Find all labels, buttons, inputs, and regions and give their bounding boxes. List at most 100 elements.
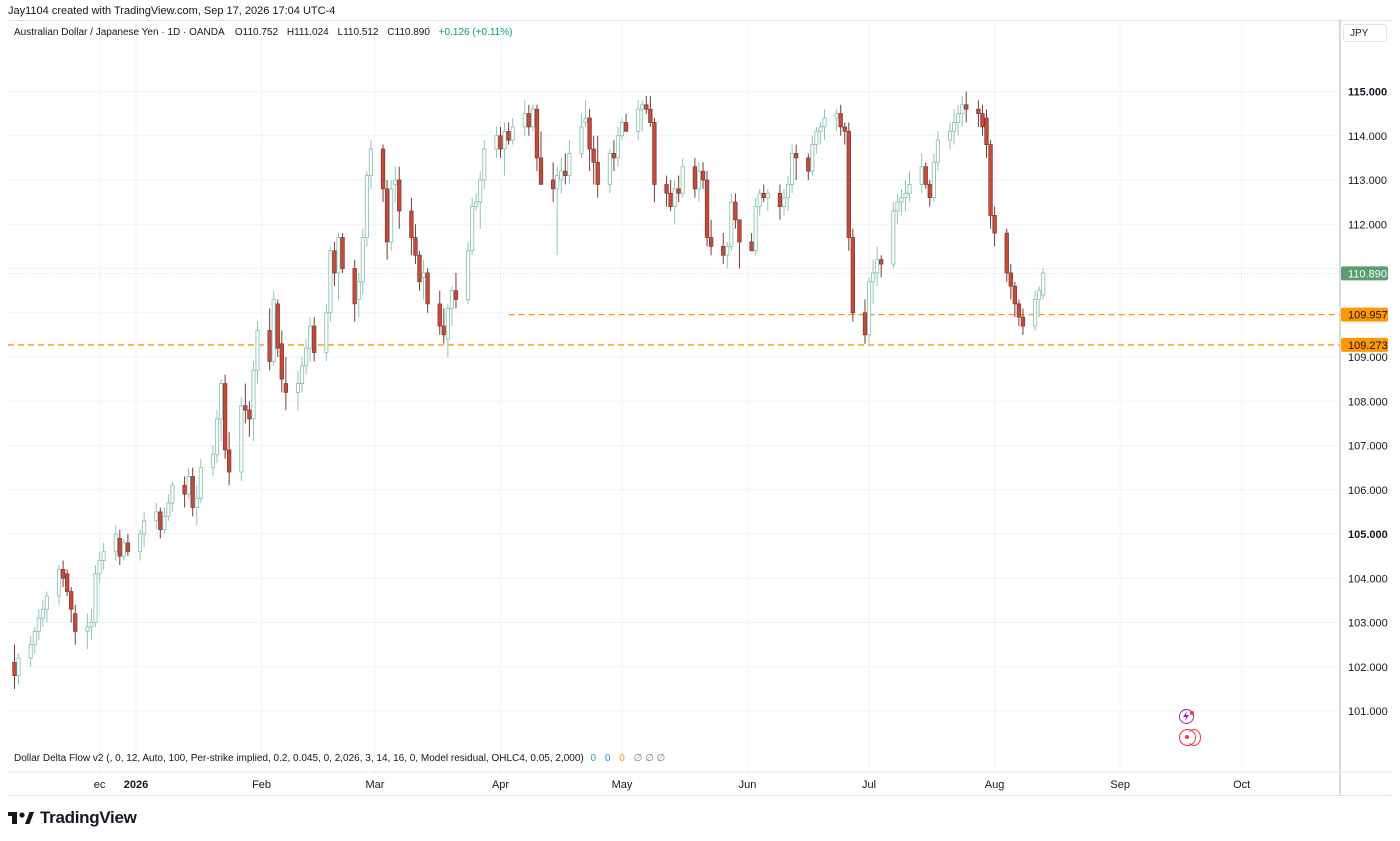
candle-body xyxy=(652,122,657,185)
candle-body xyxy=(324,312,329,354)
candle-body xyxy=(85,626,90,632)
candle-down xyxy=(73,604,78,645)
candle-body xyxy=(498,135,503,150)
candle-body xyxy=(16,657,21,677)
candle-up xyxy=(875,246,880,287)
candle-body xyxy=(842,126,847,132)
candle-body xyxy=(846,130,851,238)
candle-down xyxy=(12,644,17,689)
candle-up xyxy=(93,564,98,627)
candle-body xyxy=(555,175,560,190)
candle-body xyxy=(619,122,625,137)
candle-down xyxy=(988,140,993,229)
indicator-label[interactable]: Dollar Delta Flow v2 (, 0, 12, Auto, 100… xyxy=(14,753,584,764)
candle-body xyxy=(384,188,390,243)
legend-open: O110.752 xyxy=(234,27,279,38)
candle-down xyxy=(652,118,657,203)
candle-body xyxy=(708,237,714,247)
time-tick-label: May xyxy=(612,779,633,791)
candle-up xyxy=(640,100,645,132)
price-tick-label: 109.000 xyxy=(1348,352,1388,364)
candle-down xyxy=(806,153,811,180)
candle-body xyxy=(44,595,49,610)
last-price-label: 110.890 xyxy=(1348,268,1387,280)
candle-body xyxy=(648,108,653,123)
candle-up xyxy=(255,321,260,384)
candle-body xyxy=(927,184,932,199)
candle-down xyxy=(838,104,843,136)
candle-up xyxy=(121,538,126,561)
support-price-badge xyxy=(1341,337,1388,352)
candle-body xyxy=(644,104,649,110)
candle-body xyxy=(247,409,252,420)
candle-body xyxy=(182,484,187,495)
candle-down xyxy=(312,317,317,362)
candle-body xyxy=(445,307,450,340)
candle-body xyxy=(222,383,228,451)
candle-up xyxy=(137,529,143,561)
candle-up xyxy=(790,144,795,194)
candle-body xyxy=(437,303,442,327)
candle-body xyxy=(781,197,787,207)
tradingview-logo[interactable]: TradingView xyxy=(8,808,137,828)
candle-body xyxy=(777,192,783,207)
tradingview-logo-text: TradingView xyxy=(40,808,137,827)
candle-up xyxy=(186,467,191,499)
chart-attribution: Jay1104 created with TradingView.com, Se… xyxy=(8,5,336,17)
candle-down xyxy=(676,175,681,203)
legend-close: C110.890 xyxy=(387,27,430,38)
candle-body xyxy=(198,467,203,500)
symbol-name[interactable]: Australian Dollar / Japanese Yen · 1D · … xyxy=(14,27,225,38)
indicator-value-2: 0 xyxy=(604,753,611,764)
indicator-legend[interactable]: Dollar Delta Flow v2 (, 0, 12, Auto, 100… xyxy=(14,753,665,764)
candle-down xyxy=(413,224,418,265)
indicator-value-1: 0 xyxy=(590,753,597,764)
candle-down xyxy=(279,330,284,393)
candle-up xyxy=(960,95,965,127)
candle-body xyxy=(186,476,191,495)
candle-body xyxy=(1037,290,1042,300)
candle-body xyxy=(1008,272,1013,287)
candle-body xyxy=(607,152,612,185)
candle-body xyxy=(40,608,45,619)
candle-body xyxy=(964,104,969,110)
chart-area[interactable] xyxy=(8,20,1391,796)
candle-up xyxy=(89,609,94,641)
candle-up xyxy=(328,246,333,322)
candle-body xyxy=(494,135,499,150)
candle-down xyxy=(190,467,195,517)
candle-down xyxy=(417,250,422,291)
candle-body xyxy=(810,144,815,172)
candle-body xyxy=(113,533,118,553)
candle-body xyxy=(1016,303,1022,318)
currency-selector[interactable]: JPY xyxy=(1343,24,1387,42)
candle-body xyxy=(786,183,791,199)
candle-body xyxy=(814,130,819,146)
tradingview-logo-icon xyxy=(8,812,34,824)
candle-body xyxy=(850,237,855,314)
candle-up xyxy=(324,303,329,362)
target-marker-ring-icon xyxy=(1187,729,1201,746)
candle-down xyxy=(243,383,248,424)
time-axis: ec 2026 Feb Mar Apr May Jun Jul Aug Sep Oct xyxy=(94,779,1250,791)
candle-body xyxy=(214,418,220,455)
candle-up xyxy=(154,503,159,530)
candle-body xyxy=(28,644,33,659)
candle-body xyxy=(871,272,876,283)
candle-body xyxy=(899,197,904,203)
lightning-alert-icon[interactable] xyxy=(1179,709,1194,724)
candle-up xyxy=(336,233,341,300)
candle-down xyxy=(247,401,252,437)
candle-down xyxy=(158,507,163,539)
candle-up xyxy=(478,171,483,229)
candle-up xyxy=(555,166,560,256)
candle-body xyxy=(948,130,953,141)
candle-body xyxy=(988,144,993,216)
candle-down xyxy=(595,135,600,198)
candle-body xyxy=(154,511,159,522)
candle-up xyxy=(867,277,872,344)
candle-body xyxy=(368,148,373,177)
candle-body xyxy=(510,126,515,141)
candle-body xyxy=(534,108,540,159)
